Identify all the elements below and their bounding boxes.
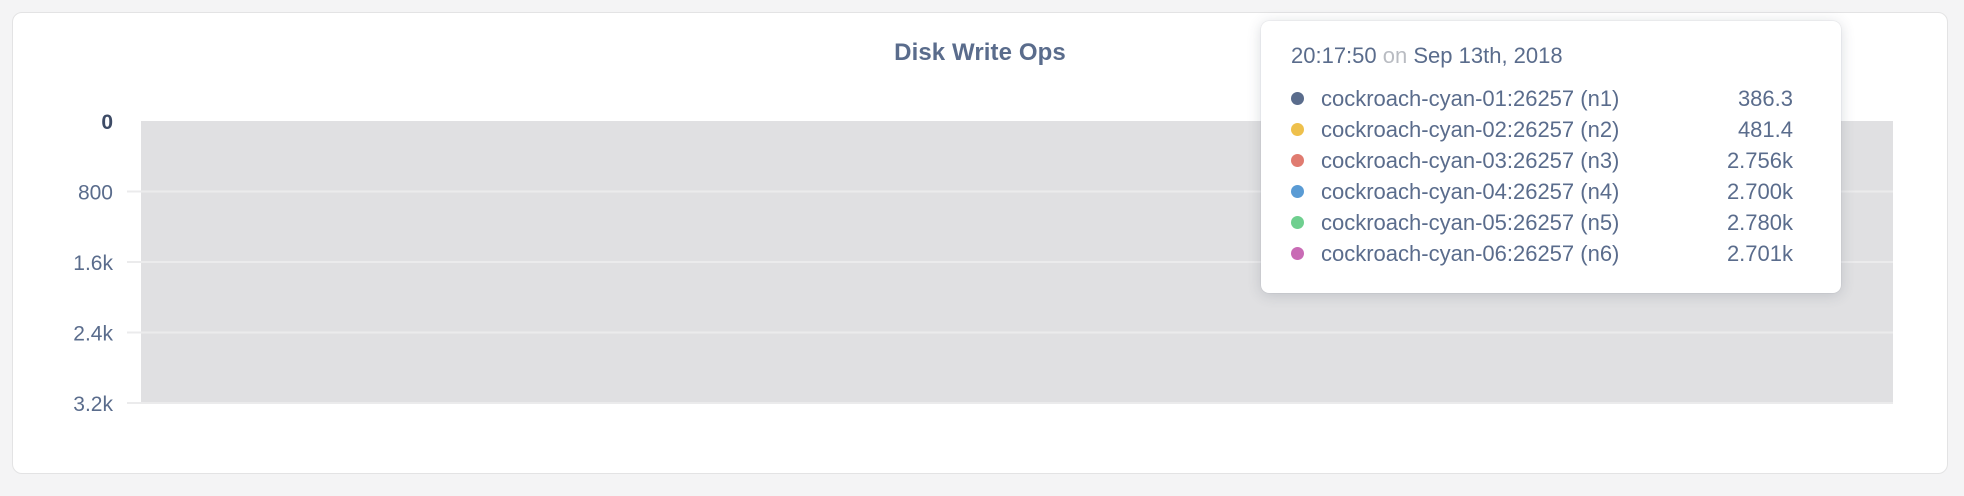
y-axis-tick-label: 0 — [101, 111, 113, 134]
y-axis-tick-label: 2.4k — [73, 323, 113, 346]
series-label: cockroach-cyan-01:26257 (n1) — [1321, 85, 1620, 111]
series-color-dot-icon — [1291, 185, 1304, 198]
tooltip-series-row: cockroach-cyan-05:26257 (n5) 2.780k — [1291, 207, 1811, 238]
tooltip-series-row: cockroach-cyan-01:26257 (n1) 386.3 — [1291, 83, 1811, 114]
tooltip-time: 20:17:50 — [1291, 43, 1377, 68]
series-label: cockroach-cyan-03:26257 (n3) — [1321, 147, 1620, 173]
disk-write-ops-card: Disk Write Ops 3.2k 2.4k 1.6k 800 0 20:17:50… — [12, 12, 1948, 474]
series-value: 481.4 — [1737, 116, 1793, 142]
series-color-dot-icon — [1291, 92, 1304, 105]
tooltip-series-row: cockroach-cyan-03:26257 (n3) 2.756k — [1291, 145, 1811, 176]
y-axis-tick-label: 1.6k — [73, 252, 113, 275]
tooltip-date: Sep 13th, 2018 — [1413, 43, 1563, 68]
series-color-dot-icon — [1291, 154, 1304, 167]
tooltip-series-list: cockroach-cyan-01:26257 (n1) 386.3 cockroa… — [1291, 83, 1811, 269]
series-value: 2.701k — [1726, 240, 1793, 266]
hover-tooltip: 20:17:50 on Sep 13th, 2018 cockroach-cya… — [1261, 21, 1841, 293]
tooltip-series-row: cockroach-cyan-06:26257 (n6) 2.701k — [1291, 238, 1811, 269]
y-axis-tick-label: 800 — [78, 182, 113, 205]
y-axis-tick-label: 3.2k — [73, 393, 113, 416]
series-value: 2.700k — [1726, 178, 1793, 204]
series-value: 2.756k — [1726, 147, 1793, 173]
tooltip-series-row: cockroach-cyan-04:26257 (n4) 2.700k — [1291, 176, 1811, 207]
series-label: cockroach-cyan-02:26257 (n2) — [1321, 116, 1620, 142]
series-value: 386.3 — [1737, 85, 1793, 111]
tooltip-series-row: cockroach-cyan-02:26257 (n2) 481.4 — [1291, 114, 1811, 145]
series-color-dot-icon — [1291, 123, 1304, 136]
series-value: 2.780k — [1726, 209, 1793, 235]
page-title: Disk Write Ops — [894, 39, 1066, 66]
series-label: cockroach-cyan-05:26257 (n5) — [1321, 209, 1620, 235]
series-label: cockroach-cyan-06:26257 (n6) — [1321, 240, 1620, 266]
tooltip-on-word: on — [1382, 43, 1408, 68]
series-color-dot-icon — [1291, 216, 1304, 229]
tooltip-header: 20:17:50 on Sep 13th, 2018 — [1291, 43, 1811, 69]
series-color-dot-icon — [1291, 247, 1304, 260]
series-label: cockroach-cyan-04:26257 (n4) — [1321, 178, 1620, 204]
